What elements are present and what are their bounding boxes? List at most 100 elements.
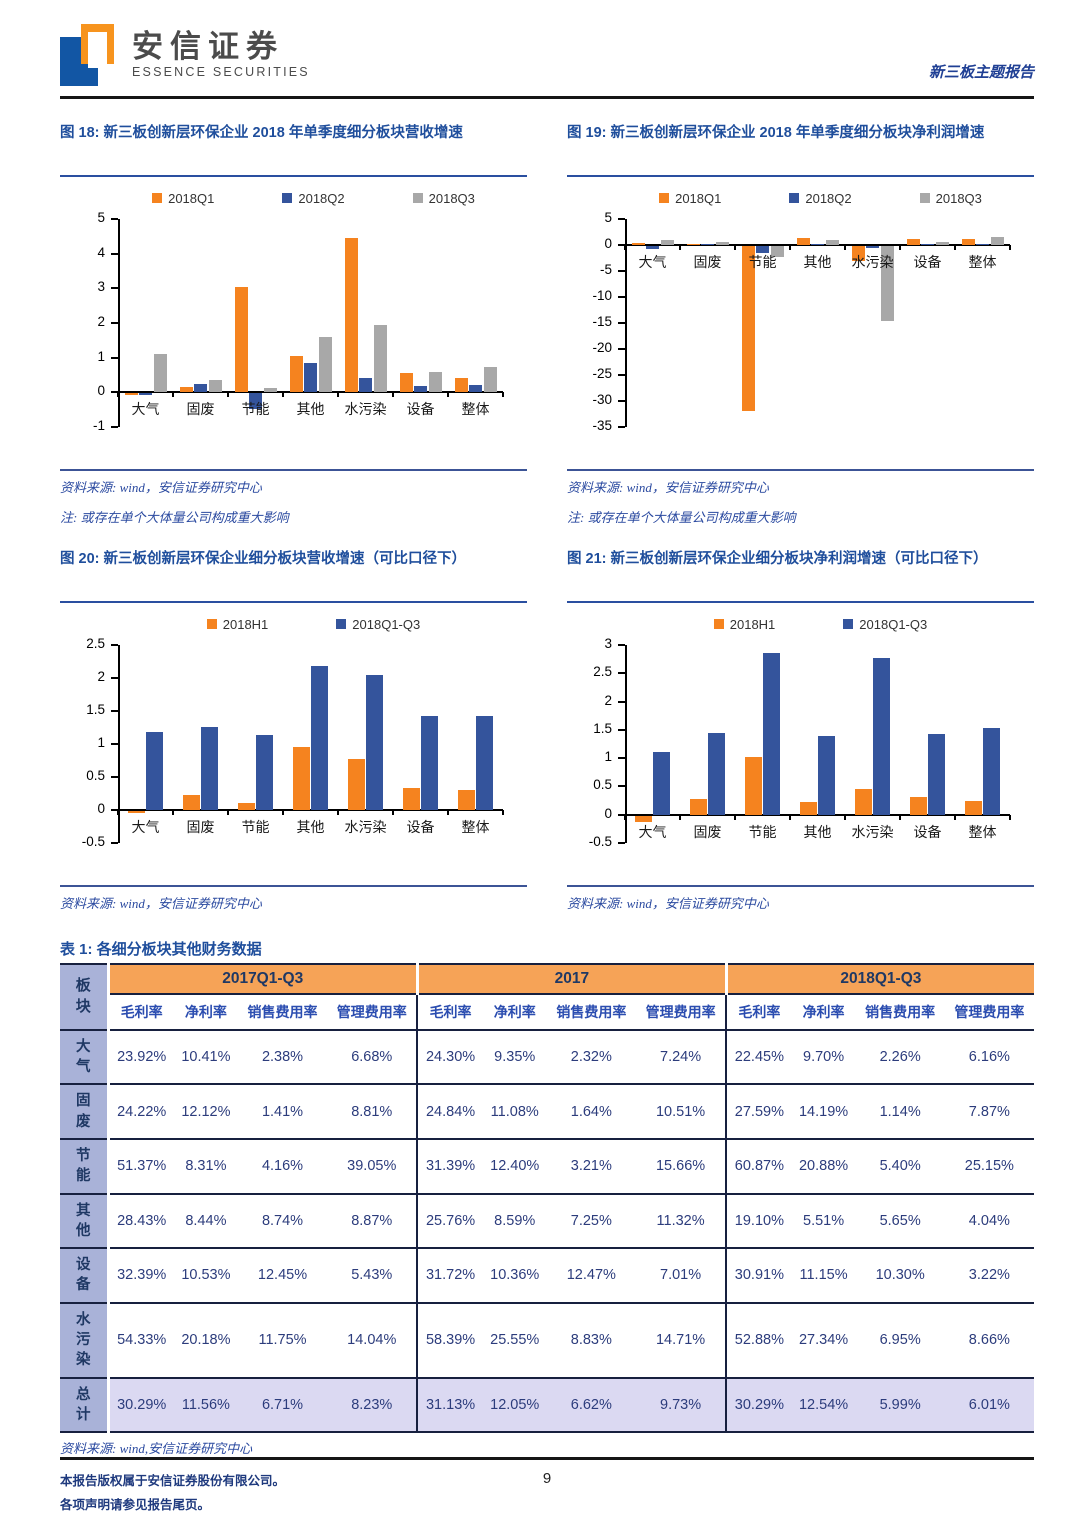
bar-2018Q1-Q3-大气 xyxy=(653,752,671,815)
table-row-label: 节 能 xyxy=(60,1138,110,1194)
bar-2018Q1-Q3-节能 xyxy=(256,735,274,810)
table-cell: 8.23% xyxy=(327,1377,418,1433)
table-cell: 31.39% xyxy=(416,1138,483,1194)
x-category-label: 整体 xyxy=(968,254,997,270)
y-tick-label: 4 xyxy=(97,244,105,260)
table-row: 固 废 24.22% 12.12% 1.41% 8.81% 24.84% 11.08% 1.6… xyxy=(60,1084,1034,1139)
legend-item: 2018Q1-Q3 xyxy=(336,617,420,632)
legend-swatch-icon xyxy=(919,193,930,203)
financial-table-section: 表 1: 各细分板块其他财务数据 板 块 2017Q1-Q3 2017 2018Q1-… xyxy=(60,938,1034,1458)
table-cell: 6.95% xyxy=(855,1302,945,1378)
y-tick-mark xyxy=(618,322,625,324)
x-category-label: 整体 xyxy=(461,401,490,418)
y-tick-mark xyxy=(618,842,625,844)
figure-20-footnotes: 资料来源: wind，安信证券研究中心 xyxy=(60,885,527,914)
table-cell: 8.66% xyxy=(944,1302,1034,1378)
table-cell: 6.62% xyxy=(546,1377,636,1433)
y-tick-mark xyxy=(618,728,625,731)
legend-swatch-icon xyxy=(206,619,217,629)
x-tick-mark xyxy=(734,814,736,820)
table-cell: 6.71% xyxy=(237,1377,328,1433)
table-cell: 52.88% xyxy=(725,1302,792,1378)
x-category-label: 其他 xyxy=(803,823,832,840)
essence-logo-icon xyxy=(60,24,118,86)
table-column-header: 毛利率 xyxy=(725,993,792,1030)
table-cell: 3.22% xyxy=(944,1248,1034,1303)
bar-2018Q2-水污染 xyxy=(866,246,879,248)
table-cell: 12.54% xyxy=(791,1377,856,1433)
x-category-label: 设备 xyxy=(406,401,435,418)
legend-swatch-icon xyxy=(789,193,800,203)
legend-swatch-icon xyxy=(843,619,854,629)
bar-2018Q2-固废 xyxy=(194,383,207,393)
caveat-note: 注: 或存在单个大体量公司构成重大影响 xyxy=(60,509,289,525)
y-tick-label: -1 xyxy=(92,418,105,433)
table-column-header: 管理费用率 xyxy=(327,993,418,1030)
table-cell: 9.70% xyxy=(791,1029,856,1085)
table-cell: 5.65% xyxy=(855,1193,945,1249)
table-column-header: 净利率 xyxy=(482,993,547,1030)
table-cell: 11.75% xyxy=(237,1302,328,1378)
table-cell: 31.13% xyxy=(416,1377,483,1433)
figure-21-title: 图 21: 新三板创新层环保企业细分板块净利润增速（可比口径下） xyxy=(567,547,1034,603)
x-tick-mark xyxy=(282,810,284,815)
figure-18-legend: 2018Q1 2018Q2 2018Q3 xyxy=(100,187,527,209)
x-category-label: 设备 xyxy=(406,819,435,835)
y-tick-label: 0 xyxy=(604,805,612,821)
charts-grid: 图 18: 新三板创新层环保企业 2018 年单季度细分板块营收增速 2018Q… xyxy=(60,121,1034,914)
table-column-header: 净利率 xyxy=(791,993,856,1030)
logo-hole-shape xyxy=(88,32,107,68)
source-note: 资料来源: wind，安信证券研究中心 xyxy=(60,896,262,911)
bar-2018H1-固废 xyxy=(182,795,200,810)
legend-label: 2018Q1 xyxy=(168,190,215,206)
bar-2018Q3-整体 xyxy=(990,236,1004,245)
x-category-label: 设备 xyxy=(913,254,942,270)
table-row: 大 气 23.92% 10.41% 2.38% 6.68% 24.30% 9.35% 2.32… xyxy=(60,1029,1034,1085)
y-tick-mark xyxy=(618,348,625,350)
table-cell: 11.56% xyxy=(173,1377,238,1433)
legend-label: 2018Q2 xyxy=(298,190,345,206)
table-cell: 30.91% xyxy=(725,1248,792,1303)
y-tick-label: 5 xyxy=(97,210,105,225)
table-cell: 4.16% xyxy=(237,1138,328,1194)
bar-2018Q1-Q3-大气 xyxy=(146,732,164,810)
table-row-label: 其 他 xyxy=(60,1193,110,1249)
y-tick-label: 1 xyxy=(97,735,105,750)
table-cell: 8.81% xyxy=(327,1084,418,1139)
x-category-label: 大气 xyxy=(638,254,667,270)
table-cell: 25.76% xyxy=(416,1193,483,1249)
x-category-label: 节能 xyxy=(241,401,270,418)
source-note: 资料来源: wind，安信证券研究中心 xyxy=(567,896,769,911)
table-corner-header: 板 块 xyxy=(60,963,110,1030)
table-cell: 10.51% xyxy=(635,1084,727,1139)
table-cell: 8.74% xyxy=(237,1193,328,1249)
x-category-label: 节能 xyxy=(748,823,777,840)
legend-item: 2018Q1 xyxy=(152,191,214,206)
x-tick-mark xyxy=(502,392,504,398)
bar-2018Q1-固废 xyxy=(686,243,700,245)
y-tick-label: 1 xyxy=(604,749,612,765)
bar-2018H1-其他 xyxy=(292,747,310,810)
legend-swatch-icon xyxy=(152,193,163,203)
legend-label: 2018Q1 xyxy=(675,190,722,206)
x-category-label: 水污染 xyxy=(344,819,387,835)
brand-text: 安信证券 ESSENCE SECURITIES xyxy=(132,30,310,80)
y-tick-mark xyxy=(618,785,625,788)
brand-name-en: ESSENCE SECURITIES xyxy=(132,65,310,80)
x-tick-mark xyxy=(392,392,394,398)
bar-2018Q2-整体 xyxy=(469,384,482,393)
table-cell: 9.35% xyxy=(482,1029,547,1085)
table-cell: 9.73% xyxy=(635,1377,727,1433)
figure-19-plot: 5 0 -5 -10 -15 -20 -25 -30 -35 大气 固废 节能 其他 水污染 设备 整体 xyxy=(567,209,1034,457)
bar-2018Q1-Q3-水污染 xyxy=(873,658,891,815)
bar-2018Q3-水污染 xyxy=(880,246,894,322)
table-cell: 19.10% xyxy=(725,1193,792,1249)
legend-swatch-icon xyxy=(282,193,293,203)
legend-item: 2018Q1-Q3 xyxy=(843,617,927,632)
bar-2018Q3-节能 xyxy=(770,246,784,257)
bar-2018Q2-设备 xyxy=(414,386,427,393)
table-column-header: 销售费用率 xyxy=(237,993,328,1030)
bar-2018Q1-Q3-设备 xyxy=(421,715,439,810)
bar-2018H1-固废 xyxy=(689,798,707,815)
